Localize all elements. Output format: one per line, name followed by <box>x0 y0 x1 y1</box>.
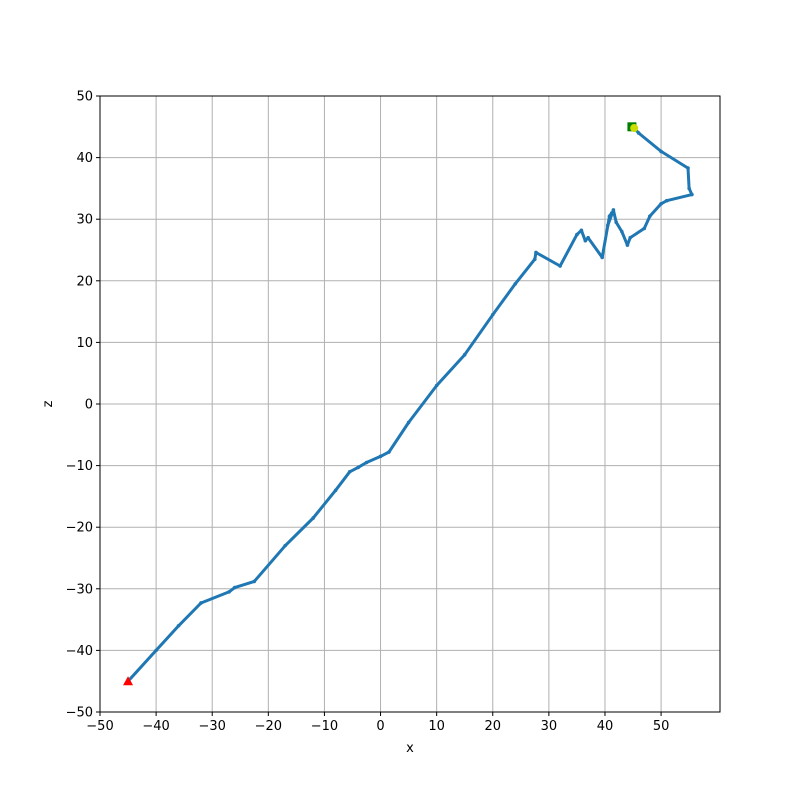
trajectory-point <box>659 149 663 154</box>
trajectory-point <box>642 226 647 231</box>
trajectory-point <box>611 208 616 212</box>
trajectory-point <box>575 232 579 237</box>
trajectory-point <box>534 250 538 255</box>
marker-layer <box>123 122 639 686</box>
trajectory-point <box>533 257 537 262</box>
trajectory-point <box>605 223 610 228</box>
tick-layer: −50 −40 −30 −20 −10 0 10 20 30 40 50 −50 −40 −30 −20 −1… <box>66 90 670 735</box>
trajectory-point <box>620 229 624 234</box>
trajectory-point <box>232 585 237 590</box>
x-tick-label: 0 <box>376 719 384 734</box>
trajectory-line <box>126 125 694 683</box>
x-tick-label: −40 <box>142 719 169 734</box>
trajectory-point <box>558 264 562 268</box>
trajectory-point <box>648 214 652 218</box>
x-tick-label: −30 <box>198 719 225 734</box>
y-axis-label: z <box>41 400 56 407</box>
trajectory-point <box>199 601 203 605</box>
trajectory-point <box>252 579 257 584</box>
trajectory-point <box>607 214 612 218</box>
trajectory-point <box>600 255 604 260</box>
trajectory-point <box>625 243 630 247</box>
trajectory-point <box>434 383 439 388</box>
trajectory-point <box>311 516 316 520</box>
x-tick-label: 50 <box>653 719 670 734</box>
trajectory-point <box>356 465 360 470</box>
trajectory-point <box>664 198 669 203</box>
start-marker <box>123 676 134 686</box>
trajectory-point <box>586 235 590 240</box>
trajectory-point <box>406 420 411 425</box>
series-layer <box>126 125 694 683</box>
y-tick-label: 10 <box>76 336 93 351</box>
trajectory-point <box>462 352 467 357</box>
x-tick-label: 20 <box>484 719 501 734</box>
y-tick-label: −20 <box>66 521 93 536</box>
trajectory-point <box>283 543 287 548</box>
trajectory-point <box>659 202 663 206</box>
trajectory-point <box>176 623 181 628</box>
x-tick-label: 10 <box>428 719 445 734</box>
trajectory-point <box>583 238 588 243</box>
y-tick-label: −10 <box>66 459 93 474</box>
x-axis-label: x <box>406 741 414 756</box>
x-tick-label: 30 <box>541 719 558 734</box>
x-tick-label: −50 <box>86 719 113 734</box>
grid-layer <box>99 95 720 713</box>
trajectory-point <box>378 454 383 459</box>
trajectory-point <box>154 648 158 653</box>
x-tick-label: 40 <box>597 719 614 734</box>
trajectory-point <box>490 312 495 317</box>
end-marker <box>630 124 639 133</box>
trajectory-point <box>347 469 352 474</box>
trajectory-point <box>513 282 518 286</box>
trajectory-point <box>636 131 641 135</box>
y-tick-label: −30 <box>66 582 93 597</box>
x-tick-label: −20 <box>255 719 282 734</box>
trajectory-point <box>614 220 618 225</box>
y-tick-label: 0 <box>85 398 93 413</box>
trajectory-point <box>227 590 231 594</box>
trajectory-point <box>628 235 633 240</box>
trajectory-point <box>364 460 369 465</box>
x-tick-label: −10 <box>311 719 338 734</box>
trajectory-point <box>387 450 391 454</box>
trajectory-point <box>690 192 694 197</box>
y-tick-label: 40 <box>76 151 93 166</box>
y-tick-label: 50 <box>76 90 93 105</box>
trajectory-point <box>579 228 584 233</box>
trajectory-point <box>333 488 338 493</box>
y-tick-label: 30 <box>76 213 93 228</box>
y-tick-label: 20 <box>76 274 93 289</box>
y-tick-label: −40 <box>66 644 93 659</box>
y-tick-label: −50 <box>66 706 93 721</box>
trajectory-point <box>687 186 691 191</box>
trajectory-point <box>609 211 614 215</box>
trajectory-point <box>686 166 690 170</box>
